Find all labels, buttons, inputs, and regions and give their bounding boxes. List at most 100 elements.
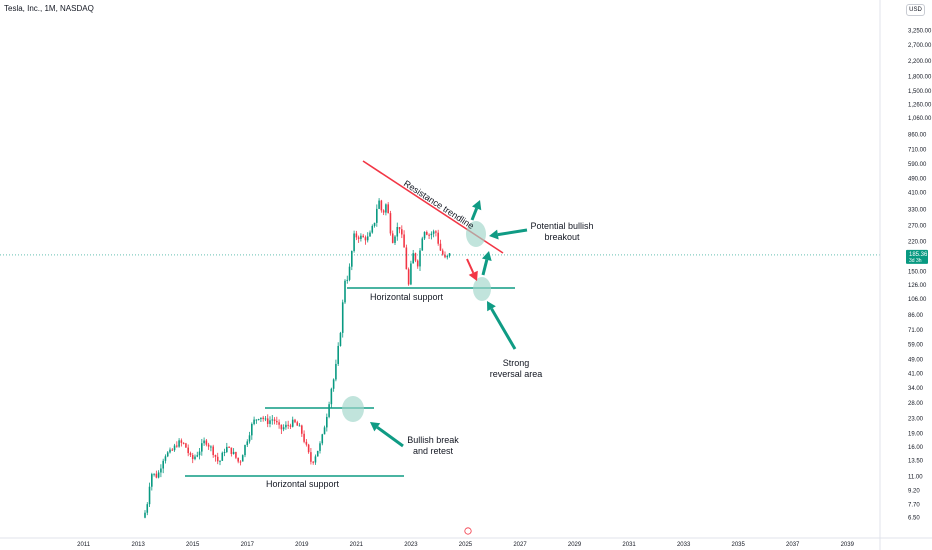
potential-breakout-label: breakout xyxy=(544,232,580,242)
candle-body xyxy=(241,455,244,462)
y-tick-label: 270.00 xyxy=(908,223,927,229)
y-tick-label: 71.00 xyxy=(908,328,924,334)
x-tick-label: 2035 xyxy=(732,542,746,548)
candle-body xyxy=(296,422,299,426)
candle-body xyxy=(364,237,367,241)
y-tick-label: 3,250.00 xyxy=(908,28,932,34)
candle-body xyxy=(157,472,160,478)
candle-body xyxy=(412,253,414,264)
candle-body xyxy=(260,417,262,420)
candle-body xyxy=(278,422,280,425)
reversal-highlight xyxy=(473,277,491,301)
candle-body xyxy=(312,461,314,463)
y-tick-label: 9.20 xyxy=(908,488,920,494)
potential-breakout-label: Potential bullish xyxy=(530,221,593,231)
candle-body xyxy=(405,247,408,270)
retest-highlight xyxy=(342,396,364,422)
candle-body xyxy=(251,423,253,436)
candle-body xyxy=(432,231,435,234)
x-tick-label: 2023 xyxy=(404,542,418,548)
x-tick-label: 2027 xyxy=(513,542,527,548)
y-tick-label: 1,500.00 xyxy=(908,89,932,95)
y-tick-label: 860.00 xyxy=(908,133,927,139)
candle-body xyxy=(346,279,349,281)
candle-body xyxy=(355,233,358,238)
candle-body xyxy=(366,236,369,241)
y-tick-label: 330.00 xyxy=(908,208,927,214)
arrow-breakout-point-icon-shaft xyxy=(497,228,528,237)
candle-body xyxy=(360,235,362,239)
lower-support-label: Horizontal support xyxy=(266,479,340,489)
candle-body xyxy=(303,433,305,442)
arrow-up-breakout-icon xyxy=(470,200,482,221)
candle-body xyxy=(423,231,426,239)
candle-body xyxy=(198,451,201,456)
candle-body xyxy=(382,210,385,213)
candle-body xyxy=(351,251,353,267)
candle-body xyxy=(169,449,171,453)
y-tick-label: 106.00 xyxy=(908,297,927,303)
x-tick-label: 2031 xyxy=(622,542,636,548)
currency-button[interactable]: USD xyxy=(906,4,925,16)
candle-body xyxy=(212,446,214,456)
candle-body xyxy=(151,474,153,487)
candle-body xyxy=(291,419,294,427)
candle-body xyxy=(176,445,178,447)
x-tick-label: 2029 xyxy=(568,542,582,548)
candle-body xyxy=(257,419,260,421)
candle-body xyxy=(194,456,196,460)
candle-body xyxy=(403,234,405,248)
time-axis: 2011 2013 2015 2017 2019 2021 2023 2025 2027 2029… xyxy=(0,527,932,548)
y-tick-label: 86.00 xyxy=(908,313,924,319)
x-tick-label: 2013 xyxy=(132,542,146,548)
candle-body xyxy=(201,443,203,452)
candle-body xyxy=(441,250,444,255)
candle-body xyxy=(376,208,378,223)
candle-body xyxy=(389,213,392,234)
candle-body xyxy=(246,441,249,446)
last-price-value: 185.36 xyxy=(909,252,928,258)
y-tick-label: 2,200.00 xyxy=(908,59,932,65)
y-tick-label: 28.00 xyxy=(908,401,924,407)
candle-body xyxy=(435,231,437,233)
candle-body xyxy=(287,424,289,426)
candle-body xyxy=(155,473,158,478)
candle-body xyxy=(171,449,174,451)
candle-body xyxy=(160,468,162,473)
candle-body xyxy=(166,452,169,457)
arrow-up-breakout-icon-shaft xyxy=(470,207,479,221)
y-tick-label: 49.00 xyxy=(908,357,924,363)
candle-body xyxy=(335,363,337,380)
breakout-highlight xyxy=(466,221,486,247)
candle-body xyxy=(210,446,212,448)
candle-body xyxy=(253,419,255,424)
candle-body xyxy=(264,418,267,420)
candle-body xyxy=(414,253,417,261)
arrow-down-retest-icon-shaft xyxy=(466,258,475,274)
y-tick-label: 590.00 xyxy=(908,162,927,168)
x-tick-label: 2039 xyxy=(841,542,855,548)
candle-body xyxy=(444,254,446,258)
candle-body xyxy=(266,418,269,424)
candle-body xyxy=(428,234,430,236)
candle-body xyxy=(332,379,335,389)
candle-body xyxy=(307,444,310,453)
candle-body xyxy=(173,445,176,451)
candle-body xyxy=(323,427,326,435)
arrow-reversal-area-icon xyxy=(487,301,517,350)
candle-body xyxy=(319,443,321,451)
candle-body xyxy=(146,504,149,513)
x-tick-label: 2015 xyxy=(186,542,200,548)
candle-body xyxy=(369,232,371,237)
candle-body xyxy=(214,455,217,457)
candle-body xyxy=(448,253,451,256)
candle-body xyxy=(391,233,394,243)
candle-body xyxy=(339,332,342,346)
candle-body xyxy=(410,263,412,285)
candle-body xyxy=(191,454,194,460)
candle-body xyxy=(416,260,419,267)
chart-title: Tesla, Inc., 1M, NASDAQ xyxy=(4,4,94,13)
candle-body xyxy=(344,280,346,303)
candle-body xyxy=(244,445,246,456)
